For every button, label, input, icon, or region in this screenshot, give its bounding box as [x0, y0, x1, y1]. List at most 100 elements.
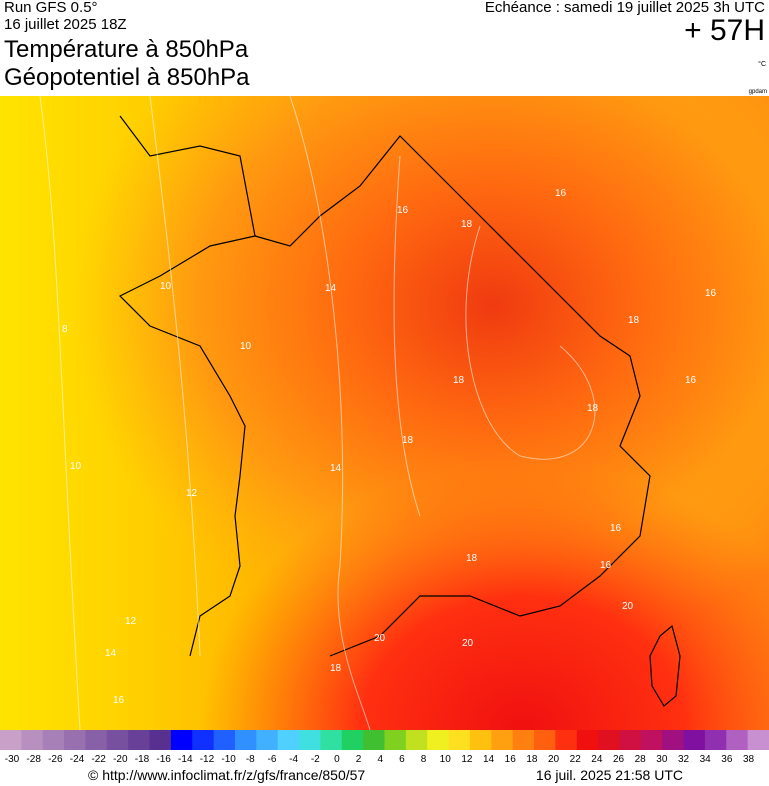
scale-tick: -18 — [134, 754, 150, 765]
run-label: Run GFS 0.5° — [4, 0, 98, 16]
color-swatch — [170, 730, 193, 750]
color-swatch — [42, 730, 65, 750]
lead-time: + 57H — [684, 14, 765, 47]
contour-label: 20 — [622, 601, 634, 612]
color-swatch — [299, 730, 321, 750]
contour-label: 12 — [125, 616, 137, 627]
color-scale-ticks: -30 -28 -26 -24 -22 -20 -18 -16 -14 -12 -10 -8 -6 -4-… — [0, 754, 769, 768]
color-swatch — [128, 730, 151, 750]
contour-label: 10 — [70, 461, 82, 472]
color-swatch — [747, 730, 769, 750]
scale-tick: -24 — [69, 754, 85, 765]
color-scale — [0, 730, 769, 750]
scale-tick: 30 — [656, 754, 668, 765]
scale-tick: 36 — [721, 754, 733, 765]
unit-label: °C — [758, 61, 766, 68]
color-swatch — [491, 730, 514, 750]
contour-label: 18 — [402, 435, 414, 446]
scale-tick: -10 — [221, 754, 236, 765]
contour-label: 8 — [62, 324, 68, 335]
contour-label: 10 — [160, 281, 172, 292]
contour-label: 16 — [555, 188, 567, 199]
contour-label: 18 — [453, 375, 465, 386]
contour-label: 14 — [330, 463, 342, 474]
scale-tick: 14 — [483, 754, 495, 765]
map-hot-south — [0, 96, 769, 730]
color-swatch — [405, 730, 428, 750]
color-swatch — [726, 730, 749, 750]
scale-tick: 20 — [547, 754, 560, 765]
scale-tick: 32 — [677, 754, 690, 765]
color-swatch — [640, 730, 663, 750]
color-swatch — [256, 730, 279, 750]
color-swatch — [363, 730, 385, 750]
contour-label: 16 — [685, 375, 697, 386]
scale-tick: 38 — [742, 754, 755, 765]
color-swatch — [192, 730, 215, 750]
scale-tick: 0 — [334, 754, 340, 765]
scale-tick: 2 — [355, 754, 362, 765]
generated-timestamp: 16 juil. 2025 21:58 UTC — [535, 767, 683, 783]
scale-tick: -26 — [48, 754, 63, 765]
contour-label: 10 — [240, 341, 252, 352]
color-swatch — [576, 730, 599, 750]
isotherm-contours — [39, 96, 596, 730]
scale-tick: 8 — [420, 754, 427, 765]
color-swatch — [64, 730, 86, 750]
watermark: gpdam — [748, 89, 767, 95]
contour-label: 16 — [705, 288, 717, 299]
contour-label: 18 — [587, 403, 599, 414]
color-swatch — [427, 730, 450, 750]
contour-label: 18 — [628, 315, 640, 326]
color-swatch — [277, 730, 300, 750]
scale-tick: -12 — [199, 754, 215, 765]
color-swatch — [0, 730, 22, 750]
scale-tick: -6 — [267, 754, 277, 765]
color-swatch — [384, 730, 407, 750]
scale-tick: 26 — [612, 754, 625, 765]
color-swatch — [106, 730, 129, 750]
scale-tick: -22 — [91, 754, 106, 765]
coastline — [118, 115, 651, 657]
color-swatch — [213, 730, 236, 750]
scale-tick: -20 — [113, 754, 128, 765]
color-swatch — [598, 730, 620, 750]
color-swatch — [448, 730, 471, 750]
scale-tick: -2 — [310, 754, 320, 765]
scale-tick: 34 — [699, 754, 711, 765]
contour-label: 18 — [330, 663, 342, 674]
title-temperature: Température à 850hPa — [4, 36, 249, 63]
color-swatch — [683, 730, 706, 750]
contour-label: 16 — [610, 523, 622, 534]
scale-tick: 28 — [634, 754, 646, 765]
contour-label: 14 — [325, 283, 337, 294]
color-swatch — [341, 730, 364, 750]
color-swatch — [662, 730, 685, 750]
scale-tick: 18 — [526, 754, 538, 765]
scale-tick: 16 — [504, 754, 516, 765]
color-swatch — [234, 730, 257, 750]
scale-tick: 22 — [569, 754, 581, 765]
contour-label: 14 — [105, 648, 117, 659]
color-swatch — [85, 730, 108, 750]
color-swatch — [619, 730, 642, 750]
contour-label: 18 — [466, 553, 478, 564]
temperature-map: 8 10 10 10 12 12 14 14 14 16 16 16 16 16 16 16 18 18 18 18 1… — [0, 96, 769, 730]
color-swatch — [149, 730, 172, 750]
scale-tick: 6 — [399, 754, 405, 765]
title-geopotential: Géopotentiel à 850hPa — [4, 64, 250, 91]
color-swatch — [320, 730, 343, 750]
scale-tick: 24 — [591, 754, 603, 765]
init-date: 16 juillet 2025 18Z — [4, 16, 127, 33]
contour-label: 16 — [113, 695, 125, 706]
scale-tick: -28 — [26, 754, 41, 765]
color-swatch — [704, 730, 727, 750]
contour-label: 16 — [600, 560, 612, 571]
valid-time: Echéance : samedi 19 juillet 2025 3h UTC — [484, 0, 765, 16]
contour-label: 12 — [186, 488, 198, 499]
color-swatch — [21, 730, 44, 750]
color-swatch — [469, 730, 492, 750]
contour-label: 16 — [397, 205, 409, 216]
contour-label: 20 — [462, 638, 474, 649]
scale-tick: -16 — [156, 754, 171, 765]
